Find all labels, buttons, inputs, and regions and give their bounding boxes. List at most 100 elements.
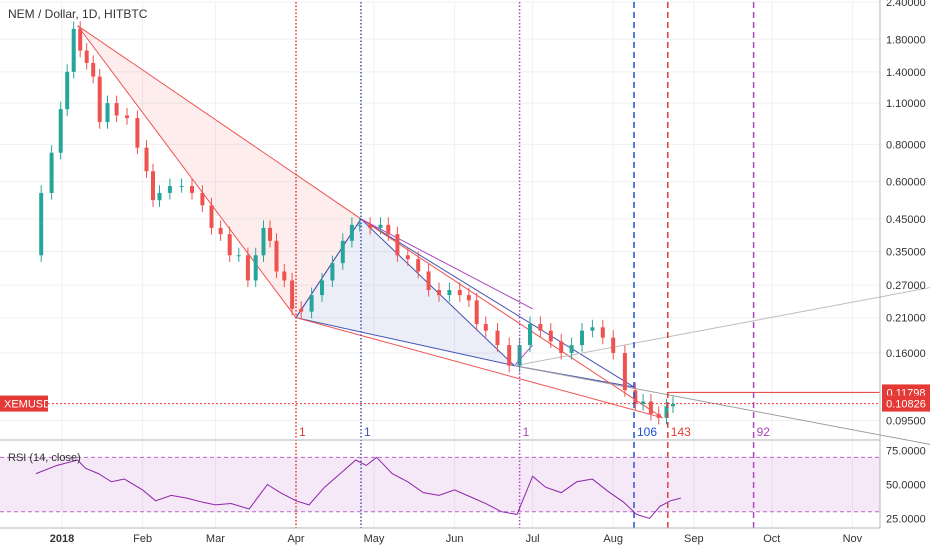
vertical-markers: 1 1 1 106 143 92 xyxy=(295,2,771,528)
time-tick-label: Jul xyxy=(526,533,540,545)
candle-body xyxy=(167,186,172,193)
candle-body xyxy=(218,227,223,235)
candle-body xyxy=(622,352,627,391)
symbol-tag-box xyxy=(0,395,48,412)
price-tick-label: 0.35000 xyxy=(886,247,926,259)
candle-body xyxy=(633,390,638,404)
candle-body xyxy=(600,327,605,338)
price-tick-label: 0.16000 xyxy=(886,348,926,360)
vertical-marker-label: 106 xyxy=(637,425,657,439)
candle-body xyxy=(309,295,314,312)
candle-body xyxy=(590,327,595,331)
candle-body xyxy=(84,50,89,63)
candle-body xyxy=(290,280,295,309)
time-tick-label: 2018 xyxy=(50,533,74,545)
time-tick-label: Jun xyxy=(446,533,464,545)
rsi-pane: 75.0000 50.0000 25.0000 xyxy=(0,439,926,525)
price-tick-label: 0.21000 xyxy=(886,313,926,325)
vertical-marker-label: 1 xyxy=(299,425,306,439)
candle-body xyxy=(125,115,129,119)
candle-body xyxy=(405,255,410,260)
candle-body xyxy=(227,234,232,256)
candle-body xyxy=(190,186,194,193)
rsi-label: RSI (14, close) xyxy=(8,452,81,464)
candle-body xyxy=(395,234,400,256)
price-label-box xyxy=(882,395,930,412)
candle-body xyxy=(236,255,241,257)
candle-body xyxy=(656,413,661,418)
price-tick-label: 2.40000 xyxy=(886,0,926,9)
harmonic-ad-leg xyxy=(295,317,663,419)
candle-body xyxy=(349,224,354,241)
candle-body xyxy=(517,345,522,366)
candle-body xyxy=(474,300,479,325)
trendline-up xyxy=(514,287,931,367)
candle-body xyxy=(135,118,140,148)
candle-body xyxy=(179,186,184,188)
harmonic-bd-leg xyxy=(360,218,635,388)
candle-body xyxy=(671,403,675,407)
candle-body xyxy=(507,345,512,366)
price-label-value: 0.10826 xyxy=(886,399,926,411)
candle-body xyxy=(559,341,564,353)
candle-body xyxy=(368,224,373,228)
grid-layer xyxy=(0,1,880,528)
candle-body xyxy=(151,171,155,201)
candle-body xyxy=(97,76,102,123)
candle-body xyxy=(437,290,441,296)
candle-body xyxy=(144,147,149,172)
rsi-tick-label: 25.0000 xyxy=(886,513,926,525)
symbol-tag: XEMUSD xyxy=(4,399,51,411)
candle-body xyxy=(49,152,54,193)
price-tick-label: 0.27000 xyxy=(886,280,926,292)
rsi-tick-label: 75.0000 xyxy=(886,446,926,458)
rsi-band xyxy=(0,457,880,512)
time-tick-label: Aug xyxy=(603,533,623,545)
candle-body xyxy=(528,324,532,346)
candle-body xyxy=(245,255,250,281)
candle-body xyxy=(320,280,324,296)
candle-body xyxy=(483,324,488,331)
candle-body xyxy=(330,263,335,281)
time-tick-label: Feb xyxy=(133,533,152,545)
candle-body xyxy=(200,192,205,206)
time-tick-label: May xyxy=(364,533,385,545)
candle-body xyxy=(253,255,258,281)
candle-body xyxy=(641,401,646,404)
candle-body xyxy=(495,330,500,346)
candle-body xyxy=(157,192,162,201)
candle-body xyxy=(105,103,110,123)
vertical-marker-label: 1 xyxy=(364,425,371,439)
price-tick-label: 1.80000 xyxy=(886,34,926,46)
candle-body xyxy=(340,240,345,264)
candle-body xyxy=(299,308,304,312)
candle-body xyxy=(65,71,70,110)
candle-body xyxy=(261,227,266,256)
candle-body xyxy=(426,271,431,291)
candle-body xyxy=(457,290,462,296)
candle-body xyxy=(78,28,83,51)
candle-body xyxy=(538,324,543,331)
vertical-marker-label: 143 xyxy=(671,425,691,439)
price-tick-label: 1.40000 xyxy=(886,67,926,79)
trendline-down xyxy=(514,365,931,445)
rsi-tick-label: 50.0000 xyxy=(886,480,926,492)
candle-body xyxy=(466,295,471,301)
candle-body xyxy=(664,406,669,418)
time-tick-label: Sep xyxy=(684,533,704,545)
candle-body xyxy=(611,337,616,353)
candle-body xyxy=(447,290,452,296)
candle-body xyxy=(386,224,391,235)
candle-body xyxy=(580,330,584,346)
candle-body xyxy=(71,28,76,72)
candle-body xyxy=(274,240,279,272)
time-tick-label: Nov xyxy=(843,533,863,545)
time-tick-label: Oct xyxy=(763,533,780,545)
vertical-marker-label: 92 xyxy=(757,425,771,439)
price-tick-label: 1.10000 xyxy=(886,98,926,110)
price-tick-label: 0.09500 xyxy=(886,416,926,428)
time-tick-label: Apr xyxy=(287,533,304,545)
